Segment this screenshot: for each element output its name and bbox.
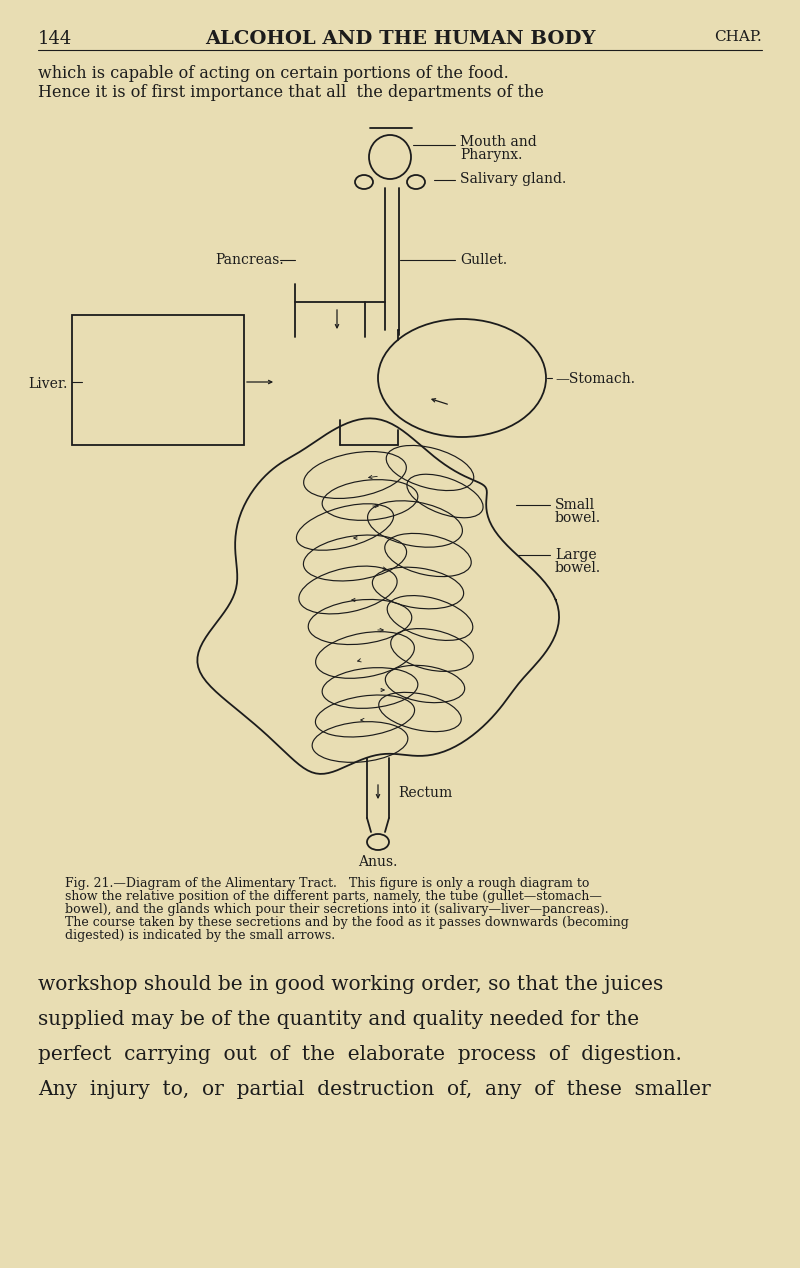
Text: Hence it is of first importance that all  the departments of the: Hence it is of first importance that all… <box>38 84 544 101</box>
Text: Gullet.: Gullet. <box>460 254 507 268</box>
Text: —Stomach.: —Stomach. <box>555 372 635 385</box>
Text: ALCOHOL AND THE HUMAN BODY: ALCOHOL AND THE HUMAN BODY <box>205 30 595 48</box>
Text: bowel.: bowel. <box>555 560 601 574</box>
Text: supplied may be of the quantity and quality needed for the: supplied may be of the quantity and qual… <box>38 1011 639 1030</box>
Text: Fig. 21.—Diagram of the Alimentary Tract.   This figure is only a rough diagram : Fig. 21.—Diagram of the Alimentary Tract… <box>65 877 590 890</box>
Text: bowel), and the glands which pour their secretions into it (salivary—liver—pancr: bowel), and the glands which pour their … <box>65 903 609 915</box>
Text: The course taken by these secretions and by the food as it passes downwards (bec: The course taken by these secretions and… <box>65 915 629 929</box>
Text: show the relative position of the different parts, namely, the tube (gullet—stom: show the relative position of the differ… <box>65 890 602 903</box>
Text: Anus.: Anus. <box>358 855 398 869</box>
Text: Liver.: Liver. <box>28 377 67 391</box>
Text: Large: Large <box>555 548 597 562</box>
Text: Salivary gland.: Salivary gland. <box>460 172 566 186</box>
Text: workshop should be in good working order, so that the juices: workshop should be in good working order… <box>38 975 663 994</box>
Text: Mouth and: Mouth and <box>460 134 537 150</box>
Text: Rectum: Rectum <box>398 786 452 800</box>
Text: 144: 144 <box>38 30 72 48</box>
Text: which is capable of acting on certain portions of the food.: which is capable of acting on certain po… <box>38 65 509 82</box>
Text: perfect  carrying  out  of  the  elaborate  process  of  digestion.: perfect carrying out of the elaborate pr… <box>38 1045 682 1064</box>
Text: digested) is indicated by the small arrows.: digested) is indicated by the small arro… <box>65 929 335 942</box>
Text: Any  injury  to,  or  partial  destruction  of,  any  of  these  smaller: Any injury to, or partial destruction of… <box>38 1080 710 1099</box>
Bar <box>72 314 244 445</box>
Text: Pharynx.: Pharynx. <box>460 148 522 162</box>
Text: CHAP.: CHAP. <box>714 30 762 44</box>
Text: bowel.: bowel. <box>555 511 601 525</box>
Text: Pancreas.: Pancreas. <box>215 254 284 268</box>
Text: Small: Small <box>555 498 595 512</box>
